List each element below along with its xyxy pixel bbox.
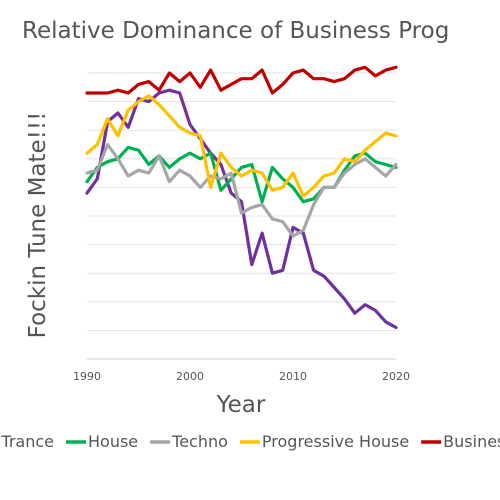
x-tick-label: 1990: [73, 370, 101, 383]
series-lines: [85, 65, 398, 330]
series-line-trance: [85, 88, 398, 330]
gridlines: [87, 72, 396, 360]
x-axis-label: Year: [216, 392, 266, 418]
series-line-house: [85, 145, 398, 204]
x-tick-label: 2010: [279, 370, 307, 383]
x-tick-label: 2000: [176, 370, 204, 383]
series-line-progressive-house: [85, 94, 398, 198]
legend-label-house: House: [88, 432, 138, 451]
legend-label-techno: Techno: [171, 432, 228, 451]
legend-label-progressive-house: Progressive House: [262, 432, 409, 451]
series-line-techno: [85, 142, 398, 238]
x-tick-label: 2020: [382, 370, 410, 383]
legend-label-trance: Trance: [0, 432, 54, 451]
y-axis-label: Fockin Tune Mate!!!: [25, 112, 51, 339]
x-axis: 1990 2000 2010 2020: [73, 358, 410, 383]
chart-title: Relative Dominance of Business Prog: [22, 18, 449, 44]
legend: Trance House Techno Progressive House Busine…: [0, 432, 500, 451]
legend-label-business-prog: Business Prog: [443, 432, 500, 451]
series-line-business-prog: [85, 65, 398, 95]
